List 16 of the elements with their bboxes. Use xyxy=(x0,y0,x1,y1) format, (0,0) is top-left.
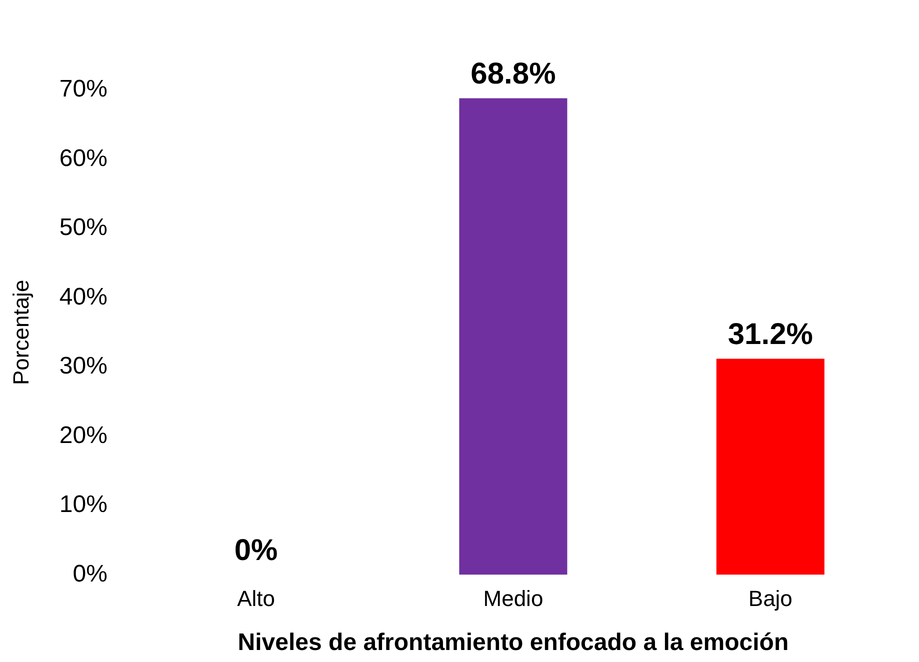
y-tick-label: 50% xyxy=(59,214,108,242)
y-axis-title: Porcentaje xyxy=(8,280,34,385)
y-tick-label: 0% xyxy=(72,560,108,588)
data-label: 68.8% xyxy=(470,58,556,91)
y-tick-label: 70% xyxy=(59,76,108,103)
x-tick-label: Alto xyxy=(237,586,275,612)
y-tick-label: 10% xyxy=(59,491,108,518)
data-label: 0% xyxy=(234,534,278,568)
data-label: 31.2% xyxy=(728,318,813,351)
x-axis-title: Niveles de afrontamiento enfocado a la emoción xyxy=(238,629,789,656)
y-tick-label: 40% xyxy=(59,283,108,310)
y-tick-label: 30% xyxy=(59,352,108,380)
y-tick-label: 60% xyxy=(59,144,108,172)
x-tick-label: Medio xyxy=(483,586,544,612)
y-tick-label: 20% xyxy=(59,422,108,449)
x-tick-label: Bajo xyxy=(748,586,792,612)
